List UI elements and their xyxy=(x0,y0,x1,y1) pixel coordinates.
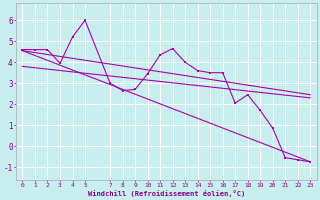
X-axis label: Windchill (Refroidissement éolien,°C): Windchill (Refroidissement éolien,°C) xyxy=(88,190,245,197)
